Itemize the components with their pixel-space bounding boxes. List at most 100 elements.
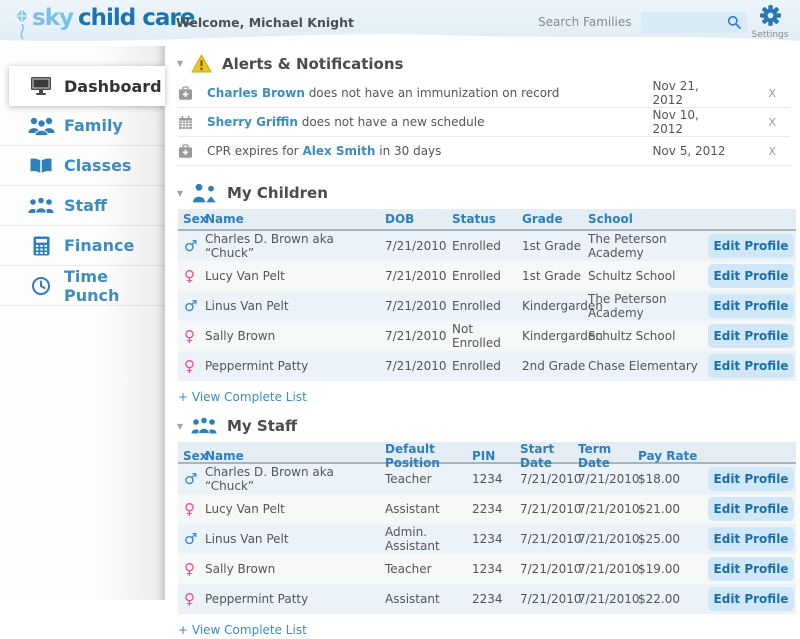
medical-bag-icon [178, 85, 194, 101]
col-pin: PIN [472, 449, 496, 463]
sidebar-item-staff[interactable]: Staff [0, 186, 165, 226]
search-input[interactable] [640, 11, 747, 33]
child-grade: 1st Grade [522, 239, 581, 253]
staff-table-row: ♀ Lucy Van Pelt Assistant 2234 7/21/2010… [178, 494, 796, 524]
alert-dismiss-button[interactable]: X [768, 86, 776, 100]
edit-profile-button[interactable]: Edit Profile [708, 294, 794, 318]
staff-icon [27, 196, 55, 216]
staff-start-date: 7/21/2010 [520, 562, 582, 576]
children-table: Sex Name DOB Status Grade School ♂ Charl… [178, 209, 796, 381]
col-position: Default Position [385, 442, 440, 470]
child-status: Enrolled [452, 299, 501, 313]
staff-pin: 2234 [472, 592, 503, 606]
staff-start-date: 7/21/2010 [520, 592, 582, 606]
search-icon[interactable] [727, 15, 741, 29]
child-dob: 7/21/2010 [385, 269, 447, 283]
search-label: Search Families [538, 14, 632, 29]
sidebar-item-finance[interactable]: Finance [0, 226, 165, 266]
family-icon [27, 116, 55, 136]
edit-profile-button[interactable]: Edit Profile [708, 467, 794, 491]
sidebar-item-label: Finance [64, 236, 135, 255]
children-table-row: ♀ Sally Brown 7/21/2010 Not Enrolled Kin… [178, 321, 796, 351]
child-school: The Peterson Academy [588, 232, 667, 260]
children-table-row: ♀ Lucy Van Pelt 7/21/2010 Enrolled 1st G… [178, 261, 796, 291]
alert-date: Nov 5, 2012 [652, 144, 726, 158]
sidebar-item-label: Staff [64, 196, 107, 215]
sex-symbol: ♂ [184, 297, 198, 315]
staff-start-date: 7/21/2010 [520, 532, 582, 546]
child-dob: 7/21/2010 [385, 359, 447, 373]
edit-profile-button[interactable]: Edit Profile [708, 527, 794, 551]
staff-pay-rate: $25.00 [638, 532, 680, 546]
alert-row: Sherry Griffin does not have a new sched… [178, 108, 790, 137]
edit-profile-button[interactable]: Edit Profile [708, 587, 794, 611]
col-name: Name [205, 212, 244, 226]
alert-date: Nov 10, 2012 [652, 108, 699, 136]
staff-position: Admin. Assistant [385, 525, 440, 553]
collapse-caret-icon[interactable]: ▼ [177, 188, 184, 198]
sex-symbol: ♂ [184, 470, 198, 488]
staff-table-row: ♀ Peppermint Patty Assistant 2234 7/21/2… [178, 584, 796, 614]
edit-profile-button[interactable]: Edit Profile [708, 234, 794, 258]
logo-text-sky: sky [32, 5, 74, 31]
children-table-row: ♂ Charles D. Brown aka “Chuck” 7/21/2010… [178, 231, 796, 261]
child-name: Sally Brown [205, 329, 276, 343]
staff-name: Peppermint Patty [205, 592, 309, 606]
sidebar-item-family[interactable]: Family [0, 106, 165, 146]
child-school: The Peterson Academy [588, 292, 667, 320]
collapse-caret-icon[interactable]: ▼ [177, 59, 184, 68]
sidebar-item-label: Dashboard [64, 76, 162, 96]
alerts-list: Charles Brown does not have an immunizat… [165, 79, 800, 166]
settings-button[interactable]: Settings [746, 4, 794, 40]
monitor-icon [27, 76, 55, 96]
app-logo: sky child care [14, 5, 195, 41]
warning-icon [191, 54, 212, 73]
col-start-date: Start Date [520, 442, 555, 470]
edit-profile-button[interactable]: Edit Profile [708, 557, 794, 581]
child-name: Charles D. Brown aka “Chuck” [205, 232, 334, 260]
sidebar-nav: Dashboard Family [0, 46, 165, 600]
alert-person-link[interactable]: Sherry Griffin [207, 115, 298, 129]
calendar-icon [178, 115, 194, 130]
edit-profile-button[interactable]: Edit Profile [708, 324, 794, 348]
edit-profile-button[interactable]: Edit Profile [708, 497, 794, 521]
sidebar-item-label: Time Punch [64, 266, 120, 305]
staff-table-row: ♂ Charles D. Brown aka “Chuck” Teacher 1… [178, 464, 796, 494]
gear-icon[interactable] [759, 4, 782, 27]
sidebar-item-label: Family [64, 116, 123, 135]
edit-profile-button[interactable]: Edit Profile [708, 264, 794, 288]
staff-group-icon [191, 416, 217, 436]
alert-person-link[interactable]: Charles Brown [207, 86, 305, 100]
staff-position: Assistant [385, 502, 440, 516]
alert-text: Sherry Griffin does not have a new sched… [207, 115, 485, 129]
children-table-header: Sex Name DOB Status Grade School [178, 209, 796, 231]
collapse-caret-icon[interactable]: ▼ [177, 421, 184, 431]
alert-dismiss-button[interactable]: X [768, 144, 776, 158]
alert-person-link[interactable]: Alex Smith [302, 144, 376, 158]
alerts-section-header: ▼ Alerts & Notifications [177, 54, 800, 73]
children-view-complete-list-link[interactable]: + View Complete List [178, 390, 307, 404]
sex-symbol: ♀ [184, 357, 195, 375]
staff-pin: 1234 [472, 532, 503, 546]
staff-pin: 1234 [472, 562, 503, 576]
child-school: Schultz School [588, 329, 676, 343]
logo-text-childcare: child care [77, 5, 195, 31]
staff-pin: 1234 [472, 472, 503, 486]
sidebar-item-classes[interactable]: Classes [0, 146, 165, 186]
child-grade: Kindergarden [522, 299, 603, 313]
children-section-header: ▼ My Children [177, 183, 800, 203]
alerts-section-title: Alerts & Notifications [222, 54, 404, 73]
child-status: Enrolled [452, 239, 501, 253]
staff-pin: 2234 [472, 502, 503, 516]
alert-row: CPR expires for Alex Smith in 30 days No… [178, 137, 790, 166]
staff-view-complete-list-link[interactable]: + View Complete List [178, 623, 307, 637]
sidebar-item-dashboard[interactable]: Dashboard [9, 66, 165, 106]
col-school: School [588, 212, 633, 226]
alert-dismiss-button[interactable]: X [768, 115, 776, 129]
col-sex: Sex [183, 449, 208, 463]
header-wave [0, 34, 800, 46]
sidebar-item-time-punch[interactable]: Time Punch [0, 266, 165, 306]
child-grade: 1st Grade [522, 269, 581, 283]
edit-profile-button[interactable]: Edit Profile [708, 354, 794, 378]
children-icon [191, 183, 217, 203]
